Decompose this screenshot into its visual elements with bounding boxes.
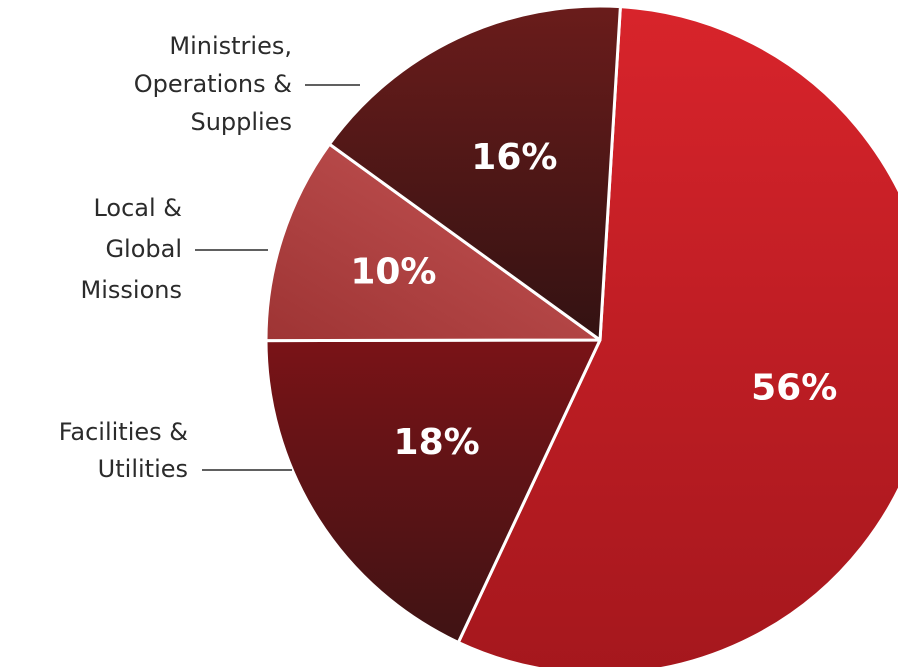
- pie-slice: [264, 338, 602, 644]
- category-label-line: Missions: [81, 276, 182, 304]
- category-label: Facilities & Utilities: [59, 418, 292, 483]
- category-label-line: Operations &: [134, 70, 292, 98]
- slice-value-label: 18%: [394, 422, 480, 463]
- slice-value-label: 10%: [350, 251, 436, 292]
- category-label-line: Local &: [93, 194, 182, 222]
- category-label-line: Utilities: [98, 455, 188, 483]
- category-label-line: Supplies: [190, 108, 292, 136]
- category-label: Ministries, Operations & Supplies: [134, 32, 360, 136]
- slice-value-label: 56%: [751, 367, 837, 408]
- category-label-line: Global: [105, 235, 182, 263]
- category-label: Local & Global Missions: [81, 194, 268, 304]
- pie-slice: [327, 4, 622, 342]
- category-label-line: Facilities &: [59, 418, 188, 446]
- pie-slice: [456, 5, 898, 667]
- slices-layer: [264, 4, 898, 667]
- category-label-line: Ministries,: [169, 32, 292, 60]
- pie-slice: [264, 142, 602, 343]
- labels-layer: 56% 18% Facilities & Utilities 10% Local & Glo…: [59, 32, 837, 483]
- slice-value-label: 16%: [471, 137, 557, 178]
